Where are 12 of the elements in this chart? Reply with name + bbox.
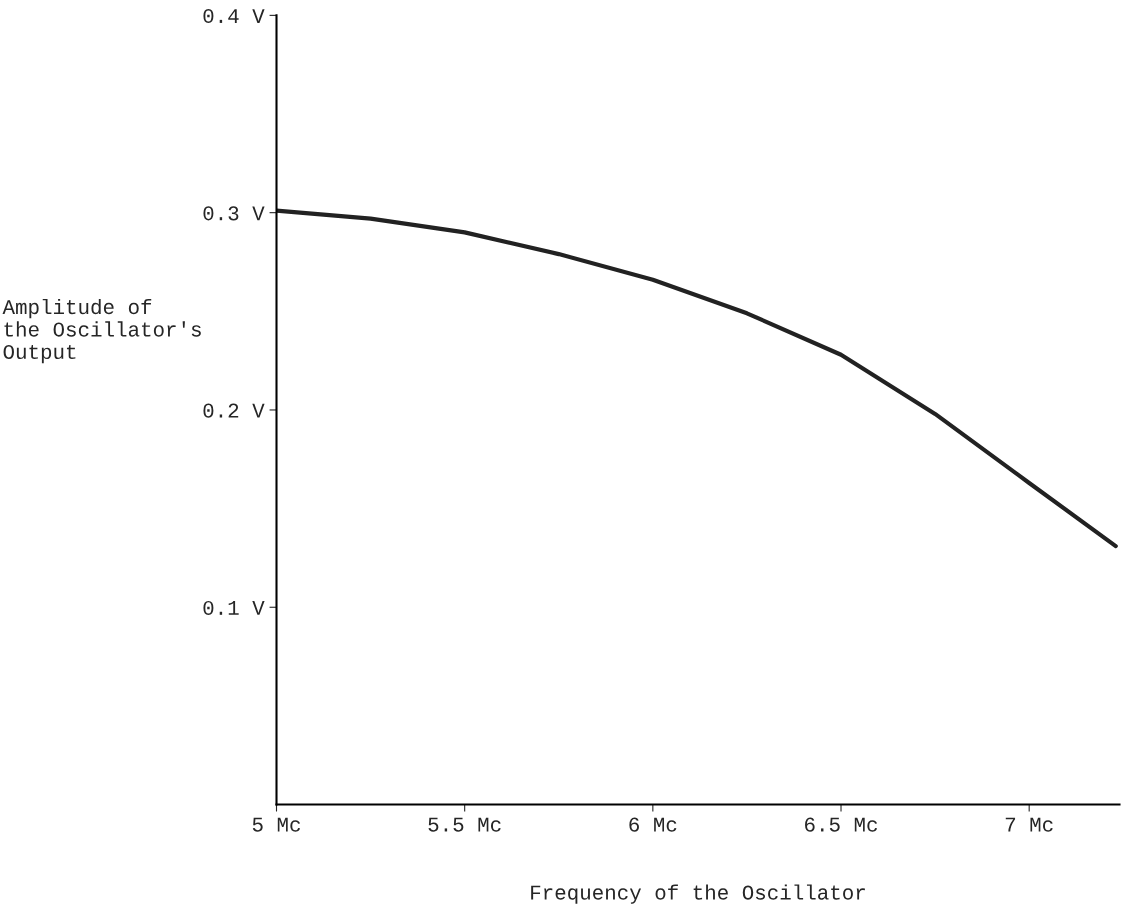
- y-tick-label: 0.3 V: [203, 206, 265, 221]
- x-tick-label: 6.5 Mc: [805, 817, 877, 832]
- x-axis-title: Frequency of the Oscillator: [531, 884, 865, 904]
- x-tick-label: 6 Mc: [629, 817, 677, 832]
- y-tick-label: 0.2 V: [203, 403, 265, 418]
- line-series: [276, 208, 1118, 549]
- x-tick-label: 5.5 Mc: [428, 817, 501, 832]
- x-tick-label: 5 Mc: [252, 817, 300, 832]
- y-axis-title: Amplitude of the Oscillator's Output: [2, 298, 201, 364]
- x-tick-label: 7 Mc: [1005, 817, 1053, 832]
- y-tick-label: 0.1 V: [203, 600, 265, 616]
- y-tick-label: 0.4 V: [203, 8, 265, 24]
